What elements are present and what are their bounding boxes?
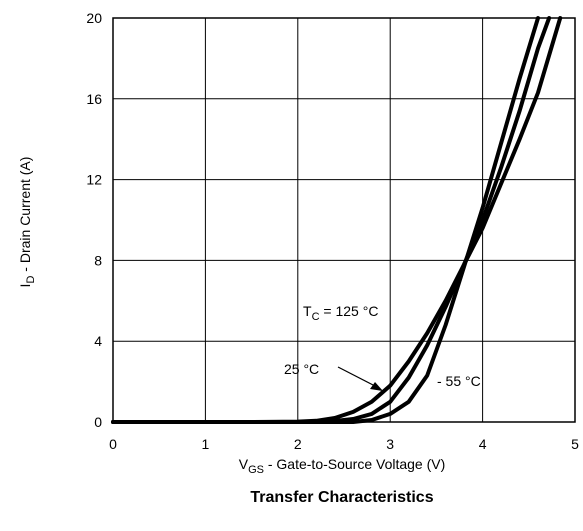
x-tick-label: 5	[571, 436, 579, 452]
x-tick-label: 1	[202, 436, 210, 452]
y-axis-label-main: I	[17, 284, 33, 288]
y-tick-labels: 0 4 8 12 16 20	[86, 10, 102, 430]
y-tick-label: 16	[86, 91, 102, 107]
annotation-25c-arrow-line	[337, 366, 376, 387]
y-axis-label-rest: - Drain Current (A)	[17, 157, 33, 276]
annotation-tc-main: T	[303, 303, 312, 319]
y-tick-label: 20	[86, 10, 102, 26]
y-axis-label-sub: D	[25, 276, 37, 284]
x-tick-label: 3	[386, 436, 394, 452]
annotation-25c-arrowhead	[370, 382, 383, 391]
x-tick-label: 2	[294, 436, 302, 452]
series-line-2	[111, 16, 540, 424]
annotation-tc-rest: = 125 °C	[320, 303, 379, 319]
x-axis-label-sub: GS	[248, 464, 264, 476]
plot-frame	[112, 17, 576, 423]
y-tick-label: 8	[94, 252, 102, 268]
x-tick-label: 0	[109, 436, 117, 452]
series-line-0	[111, 16, 563, 424]
series-curves	[111, 16, 563, 424]
annotation-tc-sub: C	[312, 311, 320, 323]
y-tick-label: 4	[94, 333, 102, 349]
annotation-minus-55c: - 55 °C	[437, 373, 481, 389]
y-tick-label: 12	[86, 172, 102, 188]
x-axis-label-rest: - Gate-to-Source Voltage (V)	[264, 456, 445, 472]
y-axis-label: ID - Drain Current (A)	[17, 157, 37, 288]
series-line-1	[111, 16, 552, 424]
x-axis-label-main: V	[239, 456, 249, 472]
x-axis-label: VGS - Gate-to-Source Voltage (V)	[239, 456, 446, 476]
grid-lines	[112, 17, 576, 423]
annotation-25c: 25 °C	[284, 361, 319, 377]
x-tick-labels: 0 1 2 3 4 5	[109, 436, 579, 452]
annotation-tc-125: TC = 125 °C	[303, 303, 378, 323]
chart-title: Transfer Characteristics	[250, 489, 433, 506]
x-tick-label: 4	[479, 436, 487, 452]
y-tick-label: 0	[94, 414, 102, 430]
